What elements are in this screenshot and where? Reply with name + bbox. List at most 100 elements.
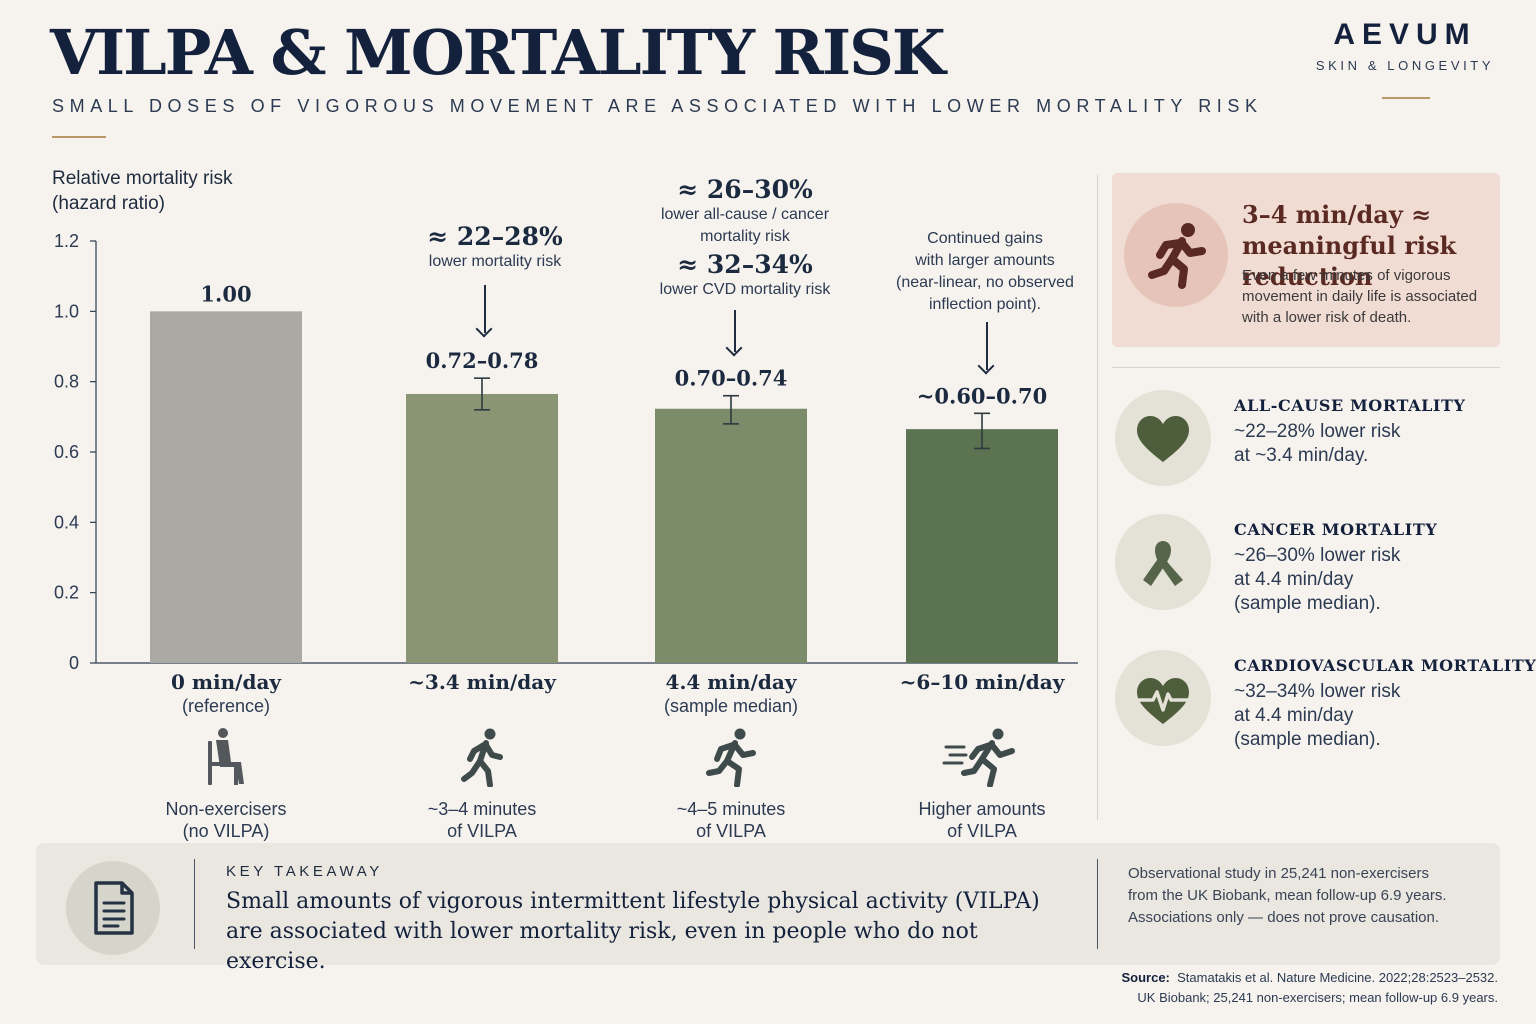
annotation-1-value: ≈ 22–28% <box>427 222 563 251</box>
brand-logo: AEVUM SKIN & LONGEVITY <box>1300 18 1510 73</box>
source-line2: UK Biobank; 25,241 non-exercisers; mean … <box>1137 990 1498 1005</box>
study-note-line1: Observational study in 25,241 non-exerci… <box>1128 865 1429 882</box>
brand-tagline: SKIN & LONGEVITY <box>1315 58 1495 73</box>
y-tick-label: 0.4 <box>54 512 79 532</box>
annotation-1-text: lower mortality risk <box>428 253 562 270</box>
sprinting-person-icon <box>942 728 1015 788</box>
ribbon-icon <box>1143 541 1183 586</box>
category-desc-line2: (no VILPA) <box>182 821 270 841</box>
stat-line3: (sample median). <box>1234 729 1381 750</box>
arrow-down-icon <box>986 322 988 370</box>
stat-title: CANCER MORTALITY <box>1234 520 1438 539</box>
category-sublabel <box>372 696 592 717</box>
stat-line1: ~32–34% lower risk <box>1234 681 1401 702</box>
y-tick-label: 0.8 <box>54 372 79 392</box>
y-tick-label: 1.2 <box>54 231 79 251</box>
study-note-line2: from the UK Biobank, mean follow-up 6.9 … <box>1128 887 1447 904</box>
highlight-title: 3–4 min/day ≈ meaningful risk reduction <box>1242 199 1494 292</box>
category-3-4-min: ~3.4 min/day ~3–4 minutes of VILPA <box>372 670 592 842</box>
category-desc-line1: Non-exercisers <box>165 799 287 819</box>
stat-icon-circle <box>1115 390 1211 486</box>
category-desc-line2: of VILPA <box>947 821 1017 841</box>
annotation-all-cause: ≈ 22–28% lower mortality risk <box>385 222 605 273</box>
stat-icon-circle <box>1115 514 1211 610</box>
bar <box>906 429 1058 663</box>
key-takeaway-panel: KEY TAKEAWAY Small amounts of vigorous i… <box>36 843 1500 974</box>
stat-icon-circle <box>1115 650 1211 746</box>
highlight-box: 3–4 min/day ≈ meaningful risk reduction … <box>1112 173 1500 347</box>
takeaway-divider <box>194 859 195 949</box>
annotation-median: ≈ 26–30% lower all-cause / cancer mortal… <box>620 175 870 301</box>
stat-all-cause: ALL-CAUSE MORTALITY ~22–28% lower risk a… <box>1115 390 1515 490</box>
annotation-3-line4: inflection point). <box>928 296 1042 313</box>
stat-text: ~22–28% lower risk at ~3.4 min/day. <box>1234 420 1504 468</box>
source-label: Source: <box>1121 970 1170 985</box>
takeaway-divider <box>1097 859 1098 949</box>
stat-title: CARDIOVASCULAR MORTALITY <box>1234 656 1536 675</box>
category-label: ~6–10 min/day <box>899 670 1065 694</box>
brand-name: AEVUM <box>1333 18 1477 51</box>
category-desc-line1: ~3–4 minutes <box>427 799 537 819</box>
stat-cardiovascular: CARDIOVASCULAR MORTALITY ~32–34% lower r… <box>1115 650 1536 752</box>
stat-line3: (sample median). <box>1234 593 1381 614</box>
stat-line1: ~26–30% lower risk <box>1234 545 1401 566</box>
stat-title: ALL-CAUSE MORTALITY <box>1234 396 1466 415</box>
document-icon <box>94 881 134 935</box>
takeaway-line2: are associated with lower mortality risk… <box>226 919 978 974</box>
category-sublabel: (sample median) <box>663 696 799 716</box>
y-tick-label: 0.6 <box>54 442 79 462</box>
study-note-line3: Associations only — does not prove causa… <box>1128 909 1440 926</box>
category-sublabel: (reference) <box>181 696 271 716</box>
running-person-icon <box>706 728 756 788</box>
seated-person-icon <box>208 728 244 785</box>
annotation-higher: Continued gains with larger amounts (nea… <box>870 228 1100 316</box>
brand-rule <box>1382 97 1430 99</box>
category-reference: 0 min/day (reference) Non-exercisers (no… <box>116 670 336 842</box>
y-axis-title: Relative mortality risk (hazard ratio) <box>52 166 233 216</box>
data-label: ~0.60–0.70 <box>917 383 1047 408</box>
page-subtitle: SMALL DOSES OF VIGOROUS MOVEMENT ARE ASS… <box>52 96 1263 116</box>
stat-text: ~26–30% lower risk at 4.4 min/day (sampl… <box>1234 544 1504 616</box>
document-icon-circle <box>66 861 160 955</box>
y-axis-title-line1: Relative mortality risk <box>52 168 233 189</box>
stat-line2: at ~3.4 min/day. <box>1234 445 1369 466</box>
highlight-icon-circle <box>1124 203 1228 307</box>
highlight-title-line1: 3–4 min/day ≈ <box>1242 200 1432 229</box>
annotation-2-value-a: ≈ 26–30% <box>677 175 813 204</box>
heartbeat-icon <box>1137 678 1189 724</box>
bar <box>406 393 558 663</box>
category-desc-line2: of VILPA <box>696 821 766 841</box>
annotation-2-text-a1: lower all-cause / cancer <box>660 206 830 223</box>
source-citation: Source: Stamatakis et al. Nature Medicin… <box>1121 968 1498 1008</box>
heart-icon <box>1137 416 1189 462</box>
y-tick-label: 0 <box>69 653 79 673</box>
data-label: 0.72–0.78 <box>426 348 539 373</box>
category-4-4-min: 4.4 min/day (sample median) ~4–5 minutes… <box>621 670 841 842</box>
panel-divider <box>1112 367 1500 368</box>
source-line1: Stamatakis et al. Nature Medicine. 2022;… <box>1177 970 1498 985</box>
page-title: VILPA & MORTALITY RISK <box>50 16 946 89</box>
title-rule <box>52 136 106 138</box>
data-label: 0.70–0.74 <box>675 366 788 391</box>
annotation-2-text-a2: mortality risk <box>700 228 790 245</box>
bar <box>150 311 302 663</box>
stat-cancer: CANCER MORTALITY ~26–30% lower risk at 4… <box>1115 514 1515 614</box>
takeaway-line1: Small amounts of vigorous intermittent l… <box>226 889 1040 914</box>
data-label: 1.00 <box>200 281 251 306</box>
takeaway-label: KEY TAKEAWAY <box>226 863 383 880</box>
annotation-3-line1: Continued gains <box>927 230 1043 247</box>
arrow-down-icon <box>734 310 736 352</box>
category-desc-line2: of VILPA <box>447 821 517 841</box>
annotation-3-line3: (near-linear, no observed <box>896 274 1074 291</box>
stat-text: ~32–34% lower risk at 4.4 min/day (sampl… <box>1234 680 1504 752</box>
stat-line2: at 4.4 min/day <box>1234 569 1354 590</box>
bar <box>655 408 807 663</box>
category-label: 0 min/day <box>170 670 282 694</box>
highlight-text: Even a few minutes of vigorous movement … <box>1242 267 1478 326</box>
category-6-10-min: ~6–10 min/day Higher amounts of VILPA <box>872 670 1092 842</box>
takeaway-text: Small amounts of vigorous intermittent l… <box>226 887 1076 977</box>
walking-person-icon <box>461 728 503 788</box>
annotation-2-value-b: ≈ 32–34% <box>677 250 813 279</box>
category-label: ~3.4 min/day <box>408 670 556 694</box>
highlight-title-line2: meaningful risk reduction <box>1242 231 1457 291</box>
